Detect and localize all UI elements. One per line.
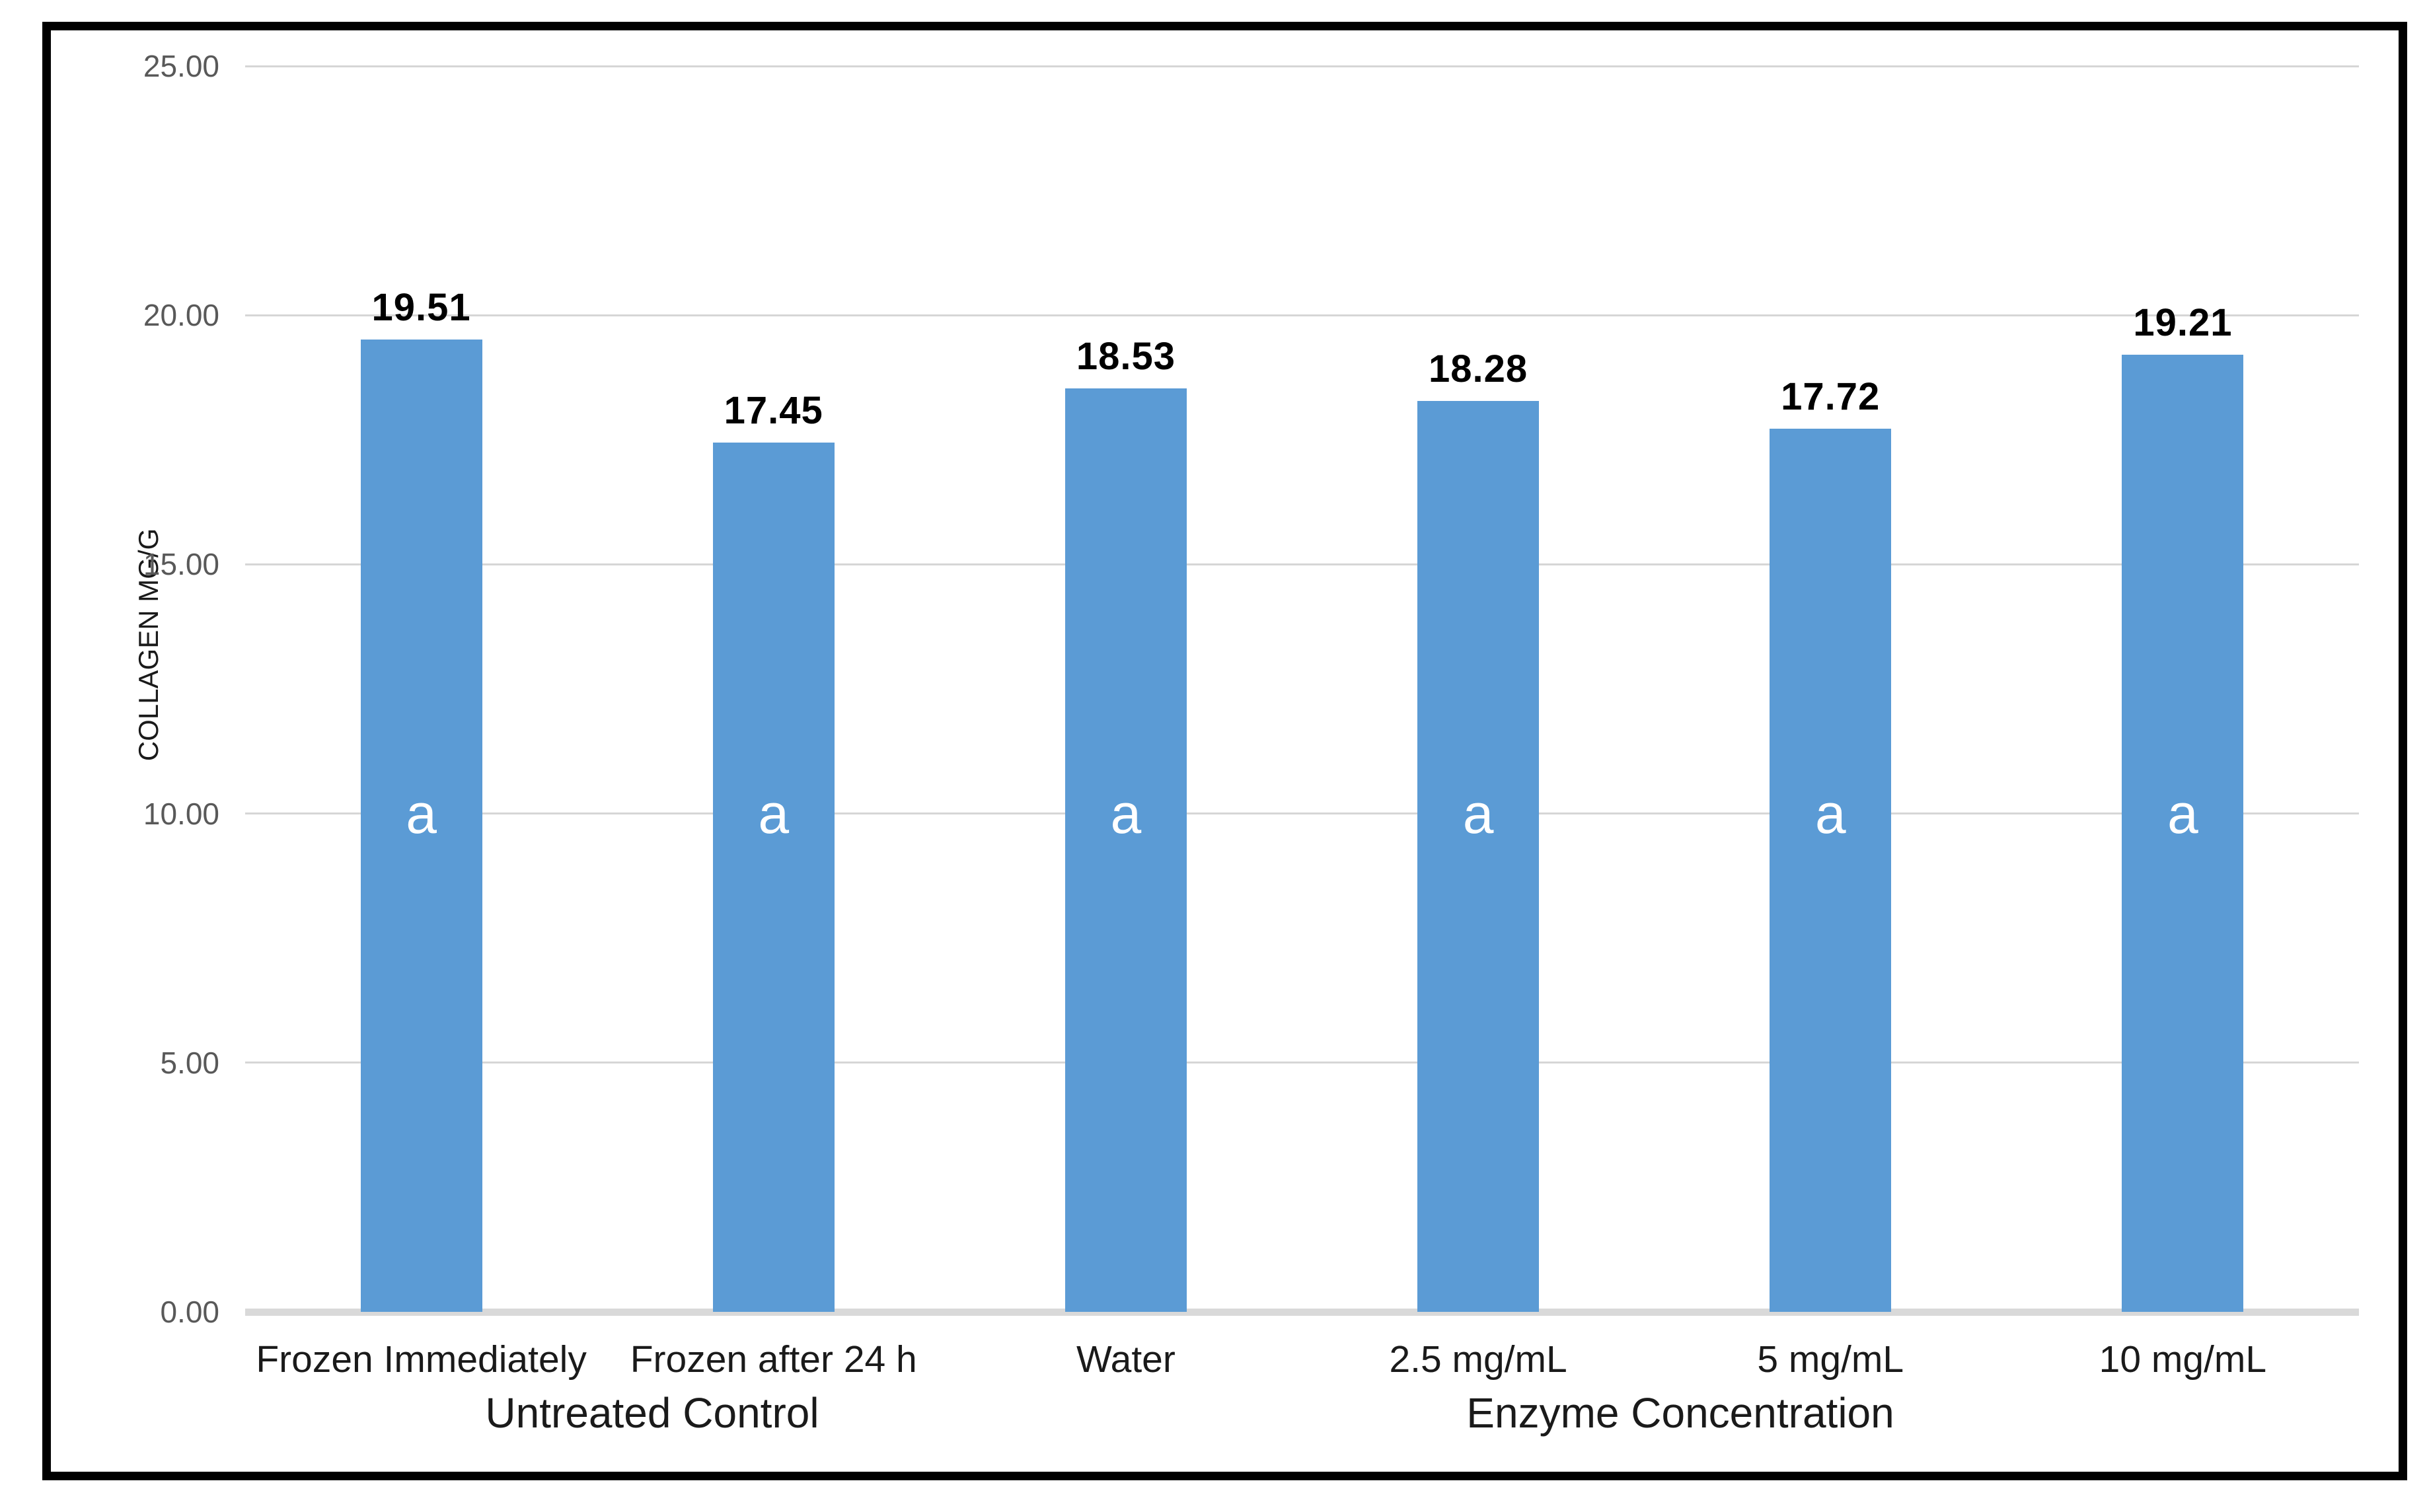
bar: [1770, 429, 1892, 1312]
bar-significance-letter: a: [2167, 782, 2198, 845]
bar-value-label: 19.51: [371, 286, 471, 330]
bar: [712, 442, 835, 1312]
gridline: [245, 65, 2359, 67]
y-tick-label: 10.00: [143, 796, 219, 831]
x-category-label: 5 mg/mL: [1757, 1338, 1904, 1381]
x-category-label: Frozen after 24 h: [630, 1338, 917, 1381]
gridline: [245, 314, 2359, 316]
bar: [1417, 400, 1540, 1312]
bar-significance-letter: a: [1110, 782, 1142, 845]
x-group-label: Untreated Control: [485, 1389, 819, 1437]
y-tick-label: 5.00: [160, 1045, 219, 1080]
gridline: [245, 563, 2359, 565]
x-category-label: 2.5 mg/mL: [1389, 1338, 1567, 1381]
bar: [1064, 388, 1187, 1312]
chart-frame: COLLAGEN MG/G 0.00 5.00 10.00 15.00 20.00 25.…: [42, 22, 2407, 1480]
bar: [360, 340, 482, 1312]
x-group-label: Enzyme Concentration: [1466, 1389, 1894, 1437]
bar-significance-letter: a: [758, 782, 790, 845]
bar-value-label: 18.53: [1076, 335, 1176, 378]
gridline: [245, 812, 2359, 815]
x-category-label: Frozen Immediately: [256, 1338, 587, 1381]
y-tick-label: 15.00: [143, 547, 219, 582]
bar-value-label: 19.21: [2133, 301, 2233, 344]
bar-value-label: 17.45: [724, 388, 823, 432]
x-axis-line: [245, 1309, 2359, 1316]
bar: [2122, 354, 2244, 1312]
y-tick-label: 25.00: [143, 49, 219, 83]
y-tick-label: 0.00: [160, 1295, 219, 1329]
y-tick-label: 20.00: [143, 298, 219, 333]
bar-significance-letter: a: [1462, 782, 1494, 845]
gridline: [245, 1062, 2359, 1064]
bar-significance-letter: a: [1814, 782, 1846, 845]
bar-significance-letter: a: [406, 782, 437, 845]
bar-value-label: 18.28: [1429, 347, 1528, 390]
bar-value-label: 17.72: [1781, 375, 1881, 419]
x-category-label: Water: [1076, 1338, 1176, 1381]
x-category-label: 10 mg/mL: [2099, 1338, 2267, 1381]
